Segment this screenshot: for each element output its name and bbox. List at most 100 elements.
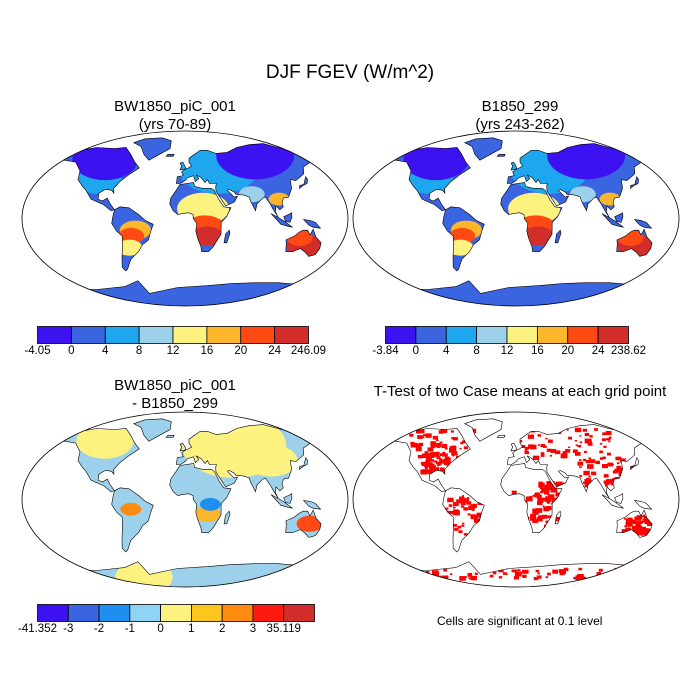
panel-title-line1: BW1850_piC_001 — [114, 98, 236, 115]
coastline-iceland — [496, 435, 506, 438]
colorbar-label: 2 — [218, 623, 226, 635]
colorbar-box — [37, 604, 69, 622]
significant-cell — [601, 463, 608, 469]
significant-cell — [540, 497, 545, 501]
significant-cell — [641, 531, 645, 535]
panel-title-case1: BW1850_piC_001 (yrs 70-89) — [75, 98, 275, 134]
coastline-newguinea — [633, 500, 653, 510]
significant-cell — [470, 504, 474, 507]
significant-cell — [416, 575, 422, 580]
significant-cell — [550, 503, 553, 505]
significant-cell — [425, 433, 432, 438]
world-map-ttest — [352, 411, 680, 588]
coastline-australia — [285, 228, 322, 257]
significant-cell — [543, 506, 550, 512]
significant-cell — [460, 505, 465, 508]
significant-cell — [532, 518, 539, 524]
significant-cell — [437, 462, 442, 466]
significant-cell — [547, 486, 551, 489]
colorbar-label: 4 — [443, 345, 450, 357]
significant-cell — [533, 455, 540, 461]
significant-cell — [616, 465, 622, 470]
significant-cell — [453, 509, 456, 512]
panel-title-ttest: T-Test of two Case means at each grid po… — [350, 383, 690, 401]
significant-cell — [513, 569, 518, 573]
significant-cell — [605, 438, 609, 441]
colorbar-box — [206, 326, 242, 344]
significant-cell — [542, 505, 545, 508]
significant-cell — [430, 452, 433, 455]
significant-cell — [453, 506, 456, 509]
colorbar-label: 16 — [530, 345, 544, 357]
significant-cell — [544, 484, 550, 489]
significant-cell — [440, 575, 444, 578]
land-japan — [299, 457, 308, 470]
colorbar-box — [597, 326, 629, 344]
significant-cell — [554, 450, 561, 455]
coastline-japan — [630, 175, 639, 190]
significant-cell — [440, 468, 445, 472]
significant-cell — [599, 450, 603, 454]
significant-cell — [555, 492, 562, 497]
significant-cell — [430, 441, 436, 446]
land-iceland — [166, 154, 175, 157]
land-indonesia — [271, 494, 293, 509]
colorbar-label: 12 — [166, 345, 180, 357]
significant-cell — [443, 568, 448, 572]
coastline-borneo — [614, 493, 624, 504]
significant-cell — [546, 448, 552, 452]
value-region — [449, 228, 476, 244]
significant-cell — [610, 482, 614, 486]
significant-cell — [441, 444, 448, 449]
significant-cell — [550, 487, 558, 493]
significant-cell — [549, 454, 552, 457]
coastline-uk — [179, 442, 187, 452]
significant-cell — [555, 481, 563, 487]
significant-cell — [459, 496, 464, 500]
significant-cell — [470, 575, 477, 581]
value-region — [199, 497, 221, 511]
land-newguinea — [303, 500, 321, 510]
map-panel-case2 — [352, 130, 680, 307]
significant-cell — [524, 450, 529, 455]
colorbar-box — [445, 326, 478, 344]
significant-cell — [418, 572, 425, 578]
significant-cell — [462, 522, 465, 525]
land-madagascar — [224, 511, 230, 524]
significant-cell — [588, 457, 592, 460]
significant-cell — [432, 435, 438, 440]
significant-cell — [621, 529, 629, 534]
panel-title-line1: T-Test of two Case means at each grid po… — [373, 383, 667, 400]
significant-cell — [551, 486, 556, 489]
significant-cell — [537, 444, 540, 446]
colorbar-boxes — [37, 604, 315, 622]
significant-cell — [647, 530, 650, 532]
significant-cell — [541, 487, 549, 493]
value-region — [245, 444, 298, 477]
colorbar-label: 3 — [249, 623, 257, 635]
coastline-madagascar — [223, 229, 231, 244]
colorbar-label: 1 — [188, 623, 195, 635]
significant-cell — [454, 527, 459, 531]
significant-cell — [525, 496, 533, 502]
significant-cell — [505, 573, 508, 575]
panel-title-case2: B1850_299 (yrs 243-262) — [420, 98, 620, 134]
significant-cell — [604, 575, 610, 580]
world-map-case1 — [21, 130, 349, 307]
page-title: DJF FGEV (W/m^2) — [265, 62, 435, 83]
significant-cell — [554, 516, 561, 522]
coastline-uk — [179, 161, 187, 171]
land-madagascar — [555, 230, 561, 243]
significant-cell — [537, 498, 544, 503]
colorbar-label: -3.84 — [372, 345, 399, 357]
coastline-eurasia — [175, 143, 329, 218]
colorbar-label: 20 — [234, 345, 248, 357]
significant-cell — [546, 572, 551, 576]
significant-cell — [625, 527, 631, 532]
significant-cell — [420, 462, 425, 465]
coastline-africa — [500, 182, 563, 252]
colorbar-case1: -4.05 0 4 8 12 16 20 24 246.09 — [24, 326, 326, 358]
significant-cell — [616, 462, 620, 465]
land-greenland — [133, 418, 172, 442]
significant-cell — [442, 575, 448, 580]
